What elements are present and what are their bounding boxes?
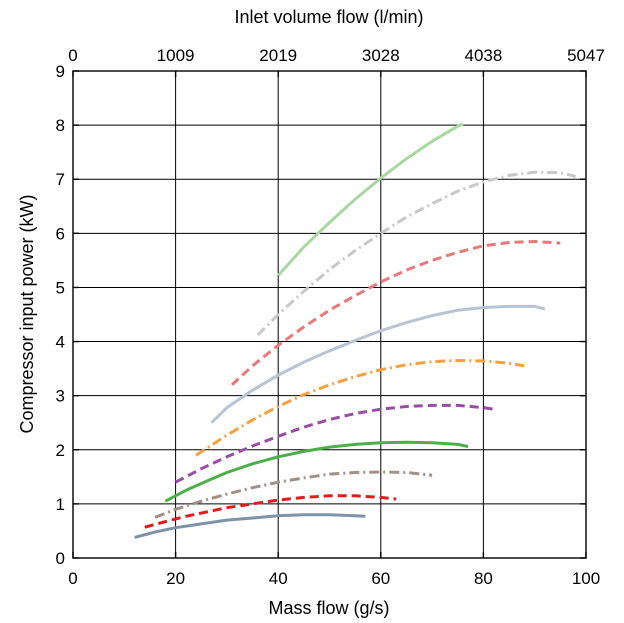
x-tick-label: 0 <box>68 569 77 588</box>
y-tick-label: 1 <box>56 495 65 514</box>
y-tick-label: 6 <box>56 224 65 243</box>
top-x-tick-label: 1009 <box>157 46 195 65</box>
x-tick-label: 60 <box>371 569 390 588</box>
series-line <box>277 122 464 277</box>
y-tick-label: 0 <box>56 549 65 568</box>
axis-ticks: 0020100940201960302880403810050470123456… <box>56 46 605 588</box>
top-x-tick-label: 4038 <box>464 46 502 65</box>
x-tick-label: 80 <box>474 569 493 588</box>
series-line <box>164 440 469 503</box>
grid-lines <box>72 70 587 559</box>
top-x-tick-label: 5047 <box>567 46 605 65</box>
x-tick-label: 40 <box>269 569 288 588</box>
y-tick-label: 7 <box>56 170 65 189</box>
top-x-axis-title: Inlet volume flow (l/min) <box>234 7 423 27</box>
x-tick-label: 20 <box>166 569 185 588</box>
series-line <box>174 403 494 484</box>
data-series <box>134 122 577 539</box>
top-x-tick-label: 0 <box>68 46 77 65</box>
top-x-tick-label: 3028 <box>362 46 400 65</box>
series-line <box>256 170 577 337</box>
y-tick-label: 9 <box>56 62 65 81</box>
series-line <box>144 494 397 529</box>
series-line <box>134 513 366 539</box>
series-line <box>230 240 561 386</box>
plot-frame <box>72 70 587 559</box>
y-tick-label: 8 <box>56 116 65 135</box>
series-line <box>195 359 525 457</box>
y-axis-title: Compressor input power (kW) <box>17 194 37 433</box>
y-tick-label: 4 <box>56 333 65 352</box>
x-tick-label: 100 <box>572 569 600 588</box>
y-tick-label: 2 <box>56 441 65 460</box>
top-x-tick-label: 2019 <box>259 46 297 65</box>
y-tick-label: 3 <box>56 387 65 406</box>
x-axis-title: Mass flow (g/s) <box>268 598 389 618</box>
y-tick-label: 5 <box>56 278 65 297</box>
series-line <box>154 470 433 519</box>
series-line <box>210 304 546 424</box>
